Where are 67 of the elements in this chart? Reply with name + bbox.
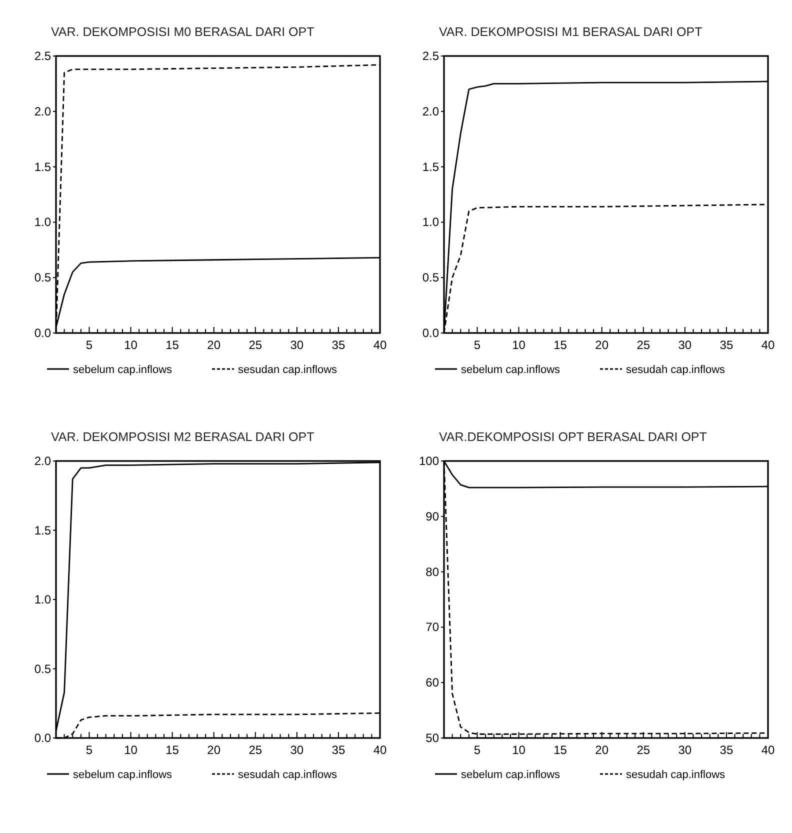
y-tick-label: 0.5 [34,662,52,676]
x-tick-label: 10 [124,338,138,352]
legend-label: sebelum cap.inflows [461,769,561,781]
x-tick-label: 15 [554,743,568,757]
x-tick-label: 25 [636,743,650,757]
x-tick-label: 5 [86,743,93,757]
x-tick-label: 15 [166,338,180,352]
y-tick-label: 0.0 [422,326,440,340]
y-tick-label: 1.0 [422,215,440,230]
x-tick-label: 35 [720,743,734,757]
x-tick-label: 20 [207,338,221,352]
x-tick-label: 40 [373,743,387,757]
legend-label: sebelum cap.inflows [73,769,173,781]
x-tick-label: 40 [761,338,775,352]
chart-title: VAR. DEKOMPOSISI M1 BERASAL DARI OPT [439,25,703,39]
y-tick-label: 2.0 [422,104,440,118]
x-tick-label: 10 [512,338,526,352]
chart-title: VAR. DEKOMPOSISI M0 BERASAL DARI OPT [51,25,315,39]
legend-label: sebelum cap.inflows [73,364,173,376]
x-tick-label: 35 [332,743,346,757]
y-tick-label: 1.5 [34,523,52,538]
x-tick-label: 40 [761,743,775,757]
y-tick-label: 60 [426,676,440,690]
x-tick-label: 30 [290,743,304,757]
x-tick-label: 30 [678,743,692,757]
y-tick-label: 1.5 [34,160,52,174]
x-tick-label: 5 [474,743,481,757]
x-tick-label: 15 [166,743,180,757]
x-tick-label: 30 [678,338,692,352]
y-tick-label: 2.5 [34,49,52,63]
x-tick-label: 5 [474,338,481,352]
y-tick-label: 1.0 [34,215,52,230]
x-tick-label: 25 [248,338,262,352]
x-tick-label: 25 [636,338,650,352]
chart-title: VAR.DEKOMPOSISI OPT BERASAL DARI OPT [439,430,708,444]
x-tick-label: 25 [248,743,262,757]
y-tick-label: 0.5 [422,270,440,285]
y-tick-label: 2.0 [34,104,52,118]
y-tick-label: 90 [426,509,440,524]
x-tick-label: 20 [207,743,221,757]
x-tick-label: 35 [332,338,346,352]
y-tick-label: 0.0 [34,326,52,340]
y-tick-label: 80 [426,564,440,579]
x-tick-label: 35 [720,338,734,352]
x-tick-label: 10 [512,743,526,757]
y-tick-label: 2.5 [422,49,440,63]
legend-label: sesudan cap.inflows [238,364,338,376]
legend-label: sebelum cap.inflows [461,364,561,376]
y-tick-label: 0.5 [34,270,52,285]
y-tick-label: 1.0 [34,592,52,606]
x-tick-label: 20 [595,338,609,352]
y-tick-label: 70 [426,620,440,634]
chart-title: VAR. DEKOMPOSISI M2 BERASAL DARI OPT [51,430,315,444]
legend-label: sesudah cap.inflows [626,769,726,781]
y-tick-label: 50 [426,731,440,745]
x-tick-label: 5 [86,338,93,352]
legend-label: sesudah cap.inflows [238,769,338,781]
y-tick-label: 1.5 [422,160,440,174]
y-tick-label: 100 [418,454,440,468]
x-tick-label: 10 [124,743,138,757]
x-tick-label: 30 [290,338,304,352]
x-tick-label: 20 [595,743,609,757]
y-tick-label: 2.0 [34,454,52,468]
legend-label: sesudah cap.inflows [626,364,726,376]
x-tick-label: 15 [554,338,568,352]
x-tick-label: 40 [373,338,387,352]
y-tick-label: 0.0 [34,731,52,745]
